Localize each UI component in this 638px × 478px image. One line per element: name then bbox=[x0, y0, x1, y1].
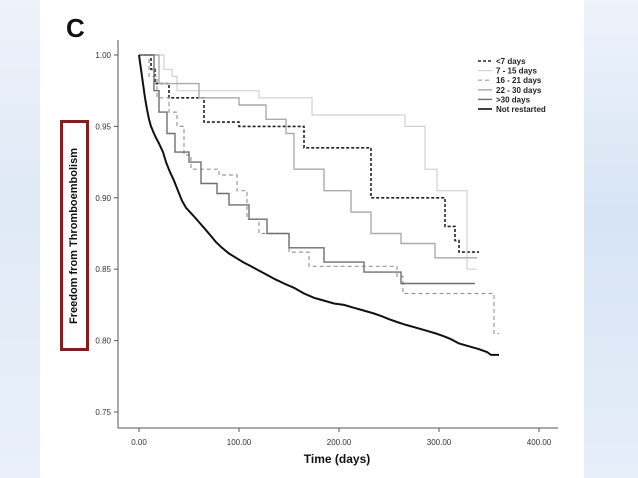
series-layer bbox=[138, 54, 499, 356]
legend-label-1: 7 - 15 days bbox=[496, 67, 537, 76]
legend-label-4: >30 days bbox=[496, 95, 531, 104]
legend-label-2: 16 - 21 days bbox=[496, 76, 542, 85]
y-tick-label: 0.80 bbox=[95, 337, 111, 346]
background-band-left bbox=[0, 0, 40, 478]
y-tick-label: 1.00 bbox=[95, 51, 111, 60]
x-tick-label: 0.00 bbox=[131, 438, 147, 447]
series-line-3 bbox=[139, 54, 477, 259]
y-tick-label: 0.95 bbox=[95, 122, 111, 131]
y-tick-label: 0.90 bbox=[95, 194, 111, 203]
x-axis-label: Time (days) bbox=[303, 452, 371, 466]
y-tick-label: 0.85 bbox=[95, 265, 111, 274]
x-tick-label: 200.00 bbox=[327, 438, 352, 447]
y-axis-label: Freedom from Thromboembolism bbox=[68, 147, 80, 325]
series-line-1 bbox=[139, 54, 477, 270]
y-tick-label: 0.75 bbox=[95, 408, 111, 417]
background-band-right bbox=[582, 0, 638, 478]
series-line-4 bbox=[139, 54, 475, 285]
x-tick-label: 300.00 bbox=[427, 438, 452, 447]
legend-label-0: <7 days bbox=[496, 57, 526, 66]
series-line-5 bbox=[138, 54, 499, 356]
x-tick-label: 100.00 bbox=[227, 438, 252, 447]
series-line-2 bbox=[139, 54, 499, 335]
y-axis-label-highlight-box bbox=[60, 120, 89, 351]
x-tick-label: 400.00 bbox=[527, 438, 552, 447]
panel-label: C bbox=[66, 13, 85, 43]
legend-label-3: 22 - 30 days bbox=[496, 86, 542, 95]
legend-label-5: Not restarted bbox=[496, 105, 546, 114]
series-line-0 bbox=[139, 54, 479, 253]
axes: 0.75 0.80 0.85 0.90 0.95 1.00 0.00 100.00 200.00… bbox=[95, 40, 558, 447]
